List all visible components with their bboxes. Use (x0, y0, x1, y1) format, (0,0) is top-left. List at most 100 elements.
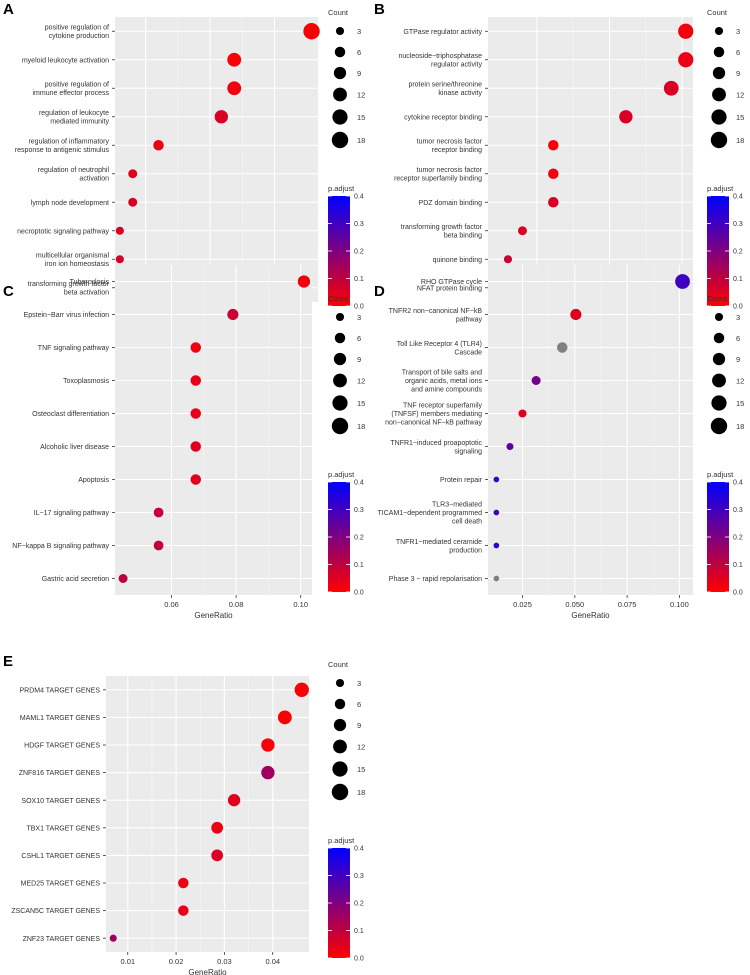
colorbar-label: 0.2 (354, 901, 364, 908)
data-point (548, 168, 559, 179)
y-tick-label-line: regulation of neutrophil (38, 167, 110, 174)
y-tick-label-line: Phase 3 − rapid repolarisation (389, 576, 482, 583)
y-tick-label: ZNF23 TARGET GENES (23, 936, 101, 943)
y-tick-label-line: TNF signaling pathway (38, 345, 110, 352)
legend-count-title: Count (328, 294, 349, 303)
data-point (277, 710, 292, 725)
data-point (190, 342, 201, 353)
legend-size-label: 15 (736, 113, 744, 122)
y-tick-label-line: PDZ domain binding (419, 200, 483, 207)
data-point (663, 80, 679, 96)
y-tick-label: positive regulation of immune effector pr… (32, 82, 109, 98)
plot-background (488, 17, 693, 302)
legend-size-dot (712, 352, 726, 366)
y-tick-label-line: tumor necrosis factor (417, 167, 483, 174)
y-tick-label-line: myeloid leukocyte activation (22, 57, 109, 64)
y-tick-label: ZSCAN5C TARGET GENES (11, 908, 100, 915)
data-point (128, 169, 138, 179)
y-tick-label-line: regulation of inflammatory (28, 139, 109, 146)
y-tick-label-line: TNFR1−mediated ceramide (396, 539, 482, 546)
data-point (211, 849, 224, 862)
legend-size-label: 3 (357, 313, 361, 322)
y-tick-label: Toll Like Receptor 4 (TLR4) Cascade (397, 341, 482, 357)
legend-size-label: 12 (357, 377, 365, 386)
data-point (303, 23, 320, 40)
data-point (678, 52, 694, 68)
x-tick-label: 0.100 (670, 600, 689, 609)
y-tick-label: SOX10 TARGET GENES (21, 798, 100, 805)
y-tick-label-line: Toll Like Receptor 4 (TLR4) (397, 341, 482, 348)
legend-size-label: 9 (736, 355, 740, 364)
colorbar-label: 0.4 (354, 846, 364, 853)
y-tick-label-line: non−canonical NF−kB pathway (385, 420, 482, 427)
colorbar (707, 482, 729, 592)
y-tick-label-line: (TNFSF) members mediating (391, 411, 482, 418)
legend-size-dot (332, 109, 348, 125)
data-point (227, 308, 239, 321)
y-tick-label: regulation of neutrophil activation (38, 167, 110, 183)
y-tick-label-line: Gastric acid secretion (42, 576, 109, 583)
legend-size-dot (333, 352, 347, 366)
y-tick-label-line: Osteoclast differentiation (32, 411, 109, 418)
data-point (548, 140, 559, 151)
legend-padjust-title: p.adjust (707, 470, 734, 479)
data-point (548, 197, 559, 208)
data-point (557, 342, 568, 353)
y-tick-label: HDGF TARGET GENES (24, 743, 100, 750)
colorbar-label: 0.0 (354, 304, 364, 311)
y-tick-label: Alcoholic liver disease (40, 444, 109, 451)
x-tick-label: 0.08 (229, 600, 244, 609)
y-tick-label-line: TICAM1−dependent programmed (378, 510, 483, 517)
colorbar-label: 0.1 (733, 562, 743, 569)
plot-background (115, 17, 318, 302)
colorbar-label: 0.3 (354, 507, 364, 514)
data-point (493, 575, 500, 582)
x-tick-label: 0.04 (265, 957, 280, 966)
y-tick-label-line: quinone binding (433, 257, 483, 264)
data-point (678, 23, 694, 39)
panel-letter: E (3, 653, 13, 670)
legend-size-dot (335, 26, 345, 36)
y-tick-label-line: ZSCAN5C TARGET GENES (11, 908, 100, 915)
colorbar-label: 0.2 (733, 249, 743, 256)
legend-size-dot (712, 66, 726, 80)
x-tick-label: 0.01 (120, 957, 135, 966)
y-tick-label: PRDM4 TARGET GENES (19, 687, 100, 694)
legend-size-label: 12 (736, 91, 744, 100)
colorbar-label: 0.0 (354, 956, 364, 963)
y-tick-label-line: Epstein−Barr virus infection (24, 312, 110, 319)
y-tick-label: MED25 TARGET GENES (21, 881, 101, 888)
y-tick-label: RHO GTPase cycle (421, 279, 482, 286)
data-point (531, 376, 541, 385)
y-tick-label-line: nucleoside−triphosphatase (399, 53, 483, 60)
colorbar-label: 0.0 (733, 304, 743, 311)
y-tick-label-line: protein serine/threonine (408, 82, 482, 89)
y-tick-label-line: HDGF TARGET GENES (24, 743, 100, 750)
y-tick-label-line: regulator activity (431, 62, 482, 69)
y-tick-label: cytokine receptor binding (404, 114, 482, 121)
y-tick-label: transforming growth factor beta activatio… (28, 281, 110, 297)
y-tick-label: TNFR1−induced proapoptotic signaling (390, 440, 482, 456)
colorbar (328, 482, 350, 592)
legend-size-label: 6 (357, 700, 361, 709)
legend-padjust-title: p.adjust (707, 184, 734, 193)
data-point (493, 476, 500, 483)
y-tick-label-line: receptor superfamily binding (394, 176, 482, 183)
y-tick-label-line: CSHL1 TARGET GENES (21, 853, 100, 860)
panel-b: B0.020.040.06GeneRatioGTPase regulator a… (374, 1, 744, 327)
legend-size-dot (714, 312, 724, 322)
legend-size-label: 9 (357, 355, 361, 364)
y-tick-label: lymph node development (31, 200, 109, 207)
panel-d: D 0.025 0.050 0.075 0.100 GeneRatio RHO GTPase… (374, 265, 744, 620)
legend-size-dot (334, 698, 346, 710)
y-tick-label-line: necroptotic signaling pathway (17, 228, 109, 235)
y-tick-label: TNFR1−mediated ceramide production (396, 539, 482, 555)
y-tick-label-line: SOX10 TARGET GENES (21, 798, 100, 805)
y-tick-label: multicellular organismal iron ion homeost… (36, 253, 110, 269)
data-point (297, 275, 311, 288)
data-point (153, 140, 164, 151)
legend-size-label: 15 (357, 399, 365, 408)
data-point (118, 574, 128, 583)
